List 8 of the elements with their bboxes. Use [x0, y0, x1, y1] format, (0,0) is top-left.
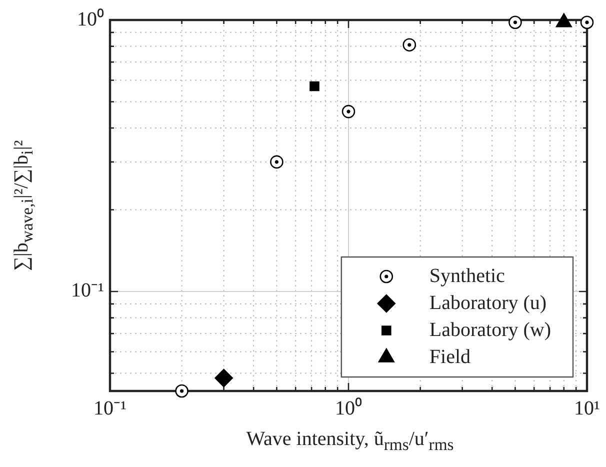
x-tick-label: 10⁻¹ — [94, 397, 126, 420]
legend-label: Synthetic — [429, 264, 506, 287]
x-tick-label: 10⁰ — [335, 396, 362, 420]
legend-label: Laboratory (w) — [429, 318, 552, 341]
legend-label: Laboratory (u) — [429, 292, 547, 314]
x-tick-label: 10¹ — [574, 397, 600, 420]
x-axis-title: Wave intensity, ũ$_{rms}$/u′$_{rms}$ — [245, 428, 455, 455]
legend-label: Field — [429, 346, 471, 368]
